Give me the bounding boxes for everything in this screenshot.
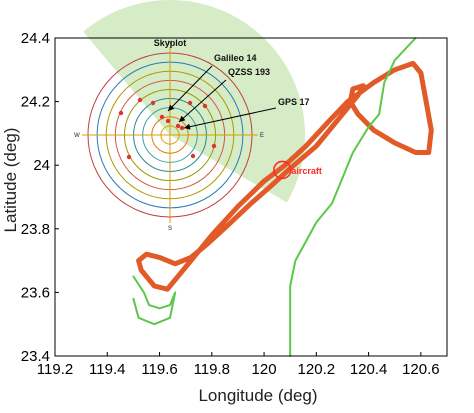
x-tick-label: 119.8 bbox=[194, 361, 230, 378]
skyplot-wedge bbox=[83, 0, 305, 203]
satellite-arrow bbox=[167, 65, 213, 112]
satellite-dot bbox=[137, 97, 143, 103]
y-tick-label: 24 bbox=[33, 157, 50, 174]
x-axis-label: Longitude (deg) bbox=[198, 386, 317, 405]
x-tick-label: 120.4 bbox=[350, 361, 388, 378]
satellite-dot bbox=[150, 100, 156, 106]
x-tick-label: 119.2 bbox=[37, 361, 73, 378]
satellite-arrow bbox=[178, 79, 227, 123]
coastline-taiwan-line bbox=[289, 37, 417, 357]
satellite-dot bbox=[159, 114, 165, 120]
skyplot-title: Skyplot bbox=[154, 38, 187, 48]
plot-area: aircraft bbox=[132, 37, 434, 357]
y-tick-label: 24.2 bbox=[21, 94, 50, 111]
y-tick-label: 24.4 bbox=[21, 30, 50, 47]
y-tick-label: 23.6 bbox=[21, 284, 50, 301]
satellite-dot bbox=[165, 118, 171, 124]
skyplot-dir-e: E bbox=[260, 133, 264, 139]
satellite-arrowhead bbox=[184, 123, 191, 130]
y-tick-label: 23.4 bbox=[21, 348, 50, 365]
satellite-dot bbox=[179, 125, 185, 131]
flight-track-line bbox=[136, 60, 434, 292]
satellite-dot bbox=[211, 143, 217, 149]
satellite-label: QZSS 193 bbox=[228, 67, 270, 77]
satellite-dot bbox=[175, 123, 181, 129]
satellite-dot bbox=[187, 100, 193, 106]
skyplot-dir-s: S bbox=[168, 226, 172, 232]
satellite-arrow bbox=[183, 107, 277, 129]
satellite-label: GPS 17 bbox=[278, 97, 310, 107]
satellite-dot bbox=[190, 153, 196, 159]
x-tick-label: 120.2 bbox=[298, 361, 336, 378]
aircraft-marker bbox=[273, 160, 292, 180]
skyplot-dir-n: N bbox=[168, 41, 172, 47]
y-axis-label: Latitude (deg) bbox=[1, 128, 20, 233]
satellite-dot bbox=[202, 103, 208, 109]
axes: 119.2 119.4 119.6 119.8 120 120.2 120.4 120.6 23… bbox=[21, 30, 440, 378]
satellite-label: Galileo 14 bbox=[214, 53, 257, 63]
x-tick-label: 119.4 bbox=[89, 361, 125, 378]
plot-frame bbox=[54, 37, 448, 357]
x-tick-label: 119.6 bbox=[141, 361, 177, 378]
x-tick-label: 120.6 bbox=[402, 361, 440, 378]
x-tick-label: 120 bbox=[252, 361, 277, 378]
satellite-arrowhead bbox=[168, 104, 175, 111]
aircraft-label: aircraft bbox=[291, 166, 322, 176]
satellite-dot bbox=[126, 154, 132, 160]
satellite-dot bbox=[118, 110, 124, 116]
y-tick-label: 23.8 bbox=[21, 221, 50, 238]
skyplot-dir-w: W bbox=[74, 133, 80, 139]
coastline-penghu-line bbox=[132, 275, 177, 326]
satellite-arrowhead bbox=[179, 115, 186, 122]
